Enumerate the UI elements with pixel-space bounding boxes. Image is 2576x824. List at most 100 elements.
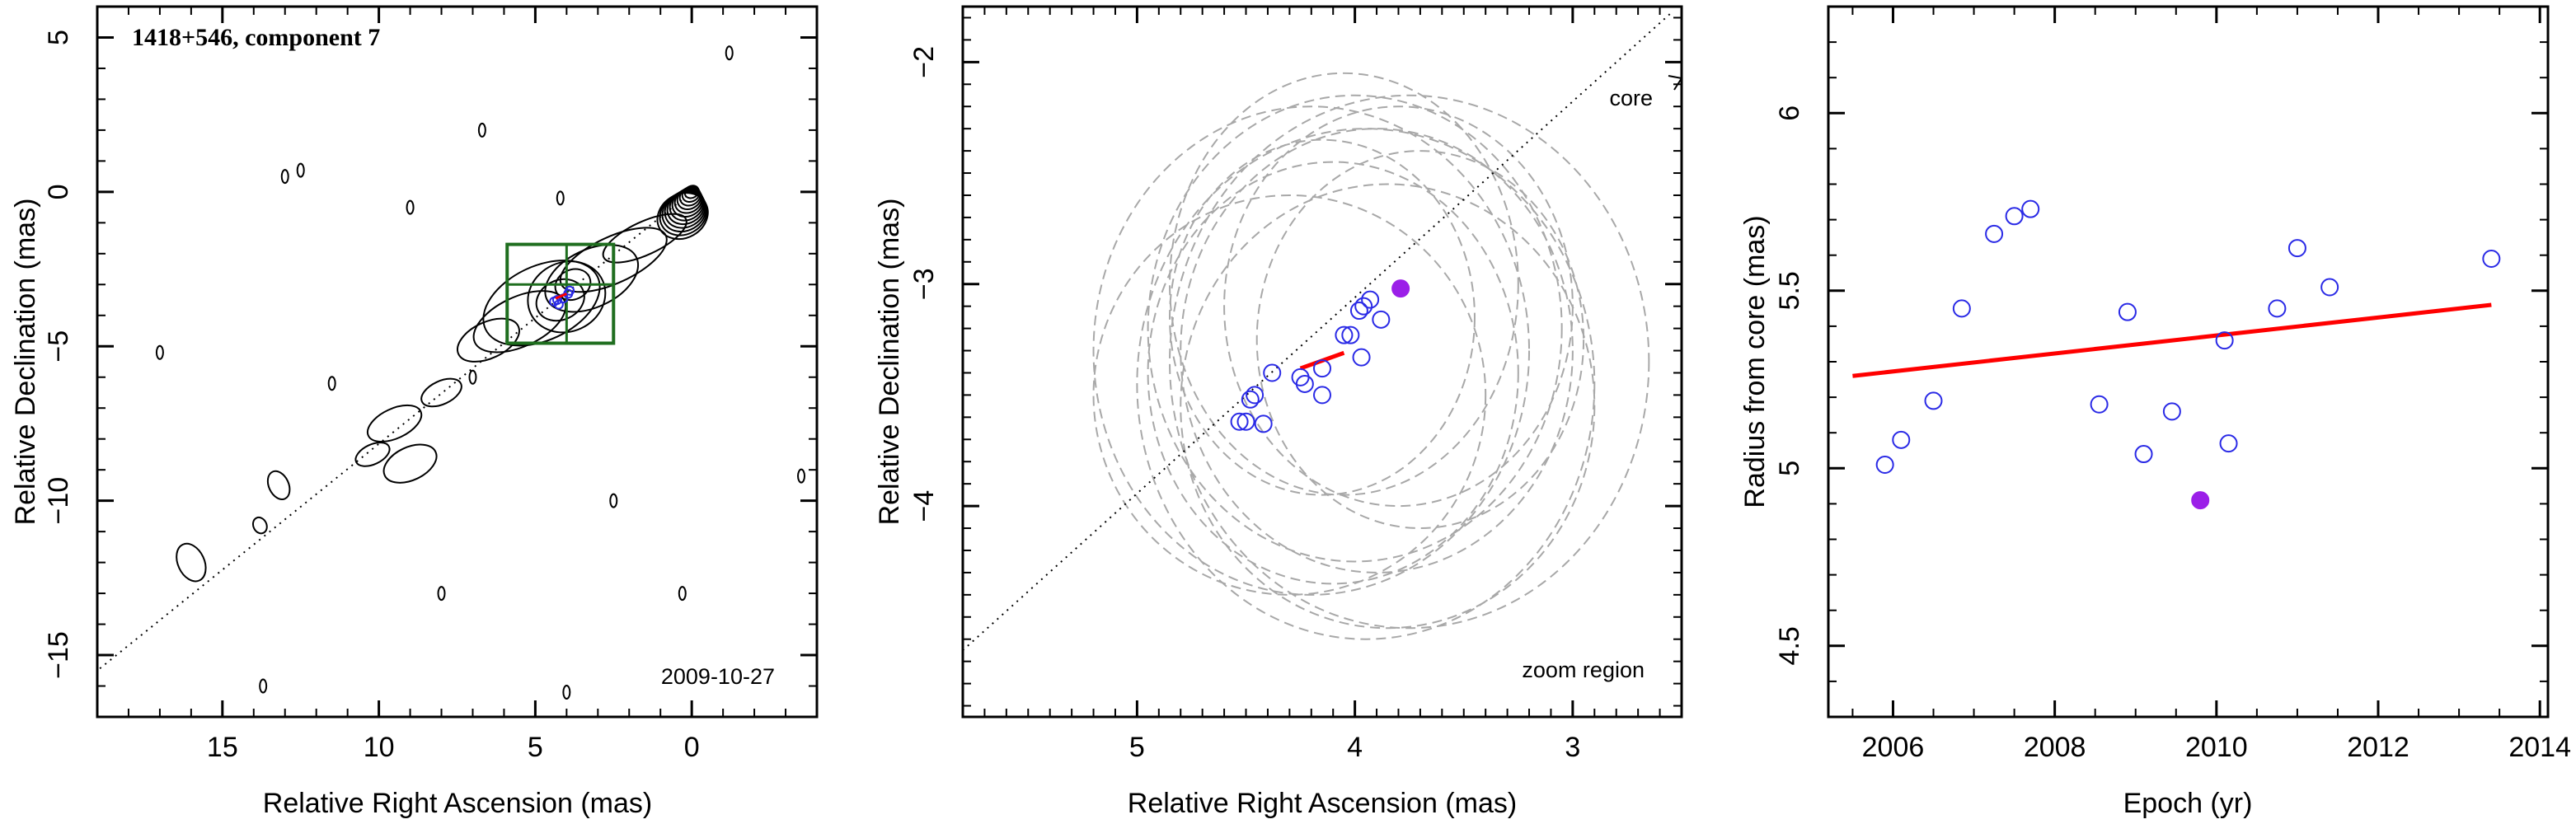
- y-tick-label: 5: [1774, 461, 1805, 476]
- jet-contour: [535, 278, 585, 322]
- error-ellipse: [1180, 183, 1596, 630]
- noise-contour: [406, 199, 415, 215]
- radius-point: [1952, 299, 1971, 318]
- position-point: [1246, 386, 1265, 405]
- y-tick-label: 0: [43, 184, 74, 199]
- error-ellipse: [1255, 150, 1585, 530]
- component-marker: [551, 295, 562, 306]
- x-tick-label: 0: [684, 732, 700, 763]
- noise-contour: [678, 586, 687, 602]
- y-tick-label: −5: [43, 330, 74, 363]
- noise-contour: [562, 685, 571, 700]
- x-tick-label: 5: [1129, 732, 1145, 763]
- radius-point: [2268, 299, 2287, 318]
- right-plot-frame: [1827, 5, 2550, 719]
- highlighted-epoch-point: [1391, 279, 1410, 298]
- x-tick-label: 2006: [1862, 732, 1925, 763]
- right-x-axis-title: Epoch (yr): [2123, 788, 2253, 819]
- component-markers: [549, 285, 575, 310]
- error-ellipse: [1169, 138, 1476, 496]
- position-point: [1263, 363, 1282, 382]
- component-marker: [565, 285, 575, 296]
- position-point: [1313, 359, 1331, 378]
- x-tick-label: 2008: [2024, 732, 2086, 763]
- radius-point: [2118, 302, 2137, 321]
- error-ellipse: [1169, 94, 1650, 630]
- middle-panel: core zoom region 5 4 3 −2 −3 −4 Relative Rig…: [874, 5, 1683, 819]
- error-ellipse: [1147, 161, 1519, 585]
- radio-contour-map: [155, 45, 806, 700]
- noise-contour: [327, 376, 336, 391]
- position-point: [1230, 412, 1249, 431]
- y-tick-label: −2: [908, 46, 940, 78]
- highlighted-epoch-point: [2191, 491, 2210, 510]
- right-x-axis: 2006 2008 2010 2012 2014: [1828, 6, 2571, 763]
- noise-contour: [296, 162, 305, 178]
- y-tick-label: −4: [908, 490, 940, 522]
- position-point: [1341, 325, 1360, 344]
- x-tick-label: 3: [1565, 732, 1580, 763]
- position-point: [1335, 325, 1354, 344]
- position-point: [1354, 297, 1373, 316]
- zoom-region-label: zoom region: [1522, 658, 1645, 682]
- error-ellipse: [1180, 128, 1574, 574]
- jet-contour: [457, 317, 520, 363]
- noise-contour: [797, 468, 806, 484]
- noise-contour: [725, 45, 734, 61]
- right-panel: 2006 2008 2010 2012 2014 4.5 5 5.5 6 Epoch (yr)…: [1739, 5, 2571, 819]
- jet-contour: [420, 377, 462, 408]
- y-tick-label: −15: [43, 631, 74, 679]
- right-y-axis-title: Radius from core (mas): [1739, 215, 1771, 508]
- y-tick-label: 5: [43, 30, 74, 45]
- middle-y-axis: −2 −3 −4: [908, 46, 1682, 522]
- position-point: [1236, 412, 1255, 431]
- left-date-label: 2009-10-27: [661, 664, 775, 689]
- error-ellipse: [1136, 128, 1596, 640]
- y-tick-label: 5.5: [1774, 271, 1805, 310]
- jet-direction-line: [963, 12, 1672, 651]
- x-tick-label: 2012: [2347, 732, 2409, 763]
- error-ellipse: [1092, 105, 1531, 596]
- jet-contour: [354, 442, 391, 467]
- noise-contour: [556, 190, 565, 206]
- y-tick-label: −3: [908, 268, 940, 300]
- radius-point: [2482, 250, 2501, 269]
- error-ellipse: [1223, 105, 1574, 508]
- y-tick-label: 6: [1774, 105, 1805, 121]
- radius-point: [2134, 445, 2153, 464]
- component-fit-segment: [555, 293, 567, 300]
- radius-point: [1924, 391, 1943, 410]
- radius-point: [1892, 430, 1911, 449]
- noise-contour: [155, 344, 164, 360]
- left-x-axis: 15 10 5 0: [96, 6, 818, 763]
- left-plot-frame: [96, 5, 819, 719]
- radius-point: [2320, 278, 2339, 297]
- left-x-axis-title: Relative Right Ascension (mas): [263, 788, 652, 819]
- middle-x-axis-title: Relative Right Ascension (mas): [1128, 788, 1517, 819]
- x-tick-label: 15: [207, 732, 238, 763]
- position-point: [1241, 390, 1260, 409]
- radius-point: [1875, 455, 1894, 474]
- radius-point: [2090, 395, 2109, 414]
- jet-contour: [472, 290, 567, 353]
- x-tick-label: 2010: [2185, 732, 2248, 763]
- core-arrow-icon: [1668, 75, 1683, 91]
- x-tick-label: 4: [1347, 732, 1363, 763]
- radius-point: [2021, 199, 2040, 218]
- jet-direction-line: [97, 191, 692, 672]
- middle-y-axis-title: Relative Declination (mas): [874, 199, 905, 526]
- error-ellipse: [1147, 94, 1563, 563]
- error-ellipse: [1169, 72, 1519, 496]
- position-point: [1291, 368, 1310, 386]
- position-point: [1361, 290, 1380, 309]
- left-y-axis: 5 0 −5 −10 −15: [43, 30, 817, 679]
- jet-contour: [176, 542, 207, 583]
- noise-contour: [477, 122, 486, 138]
- zoom-box-outline: [505, 242, 616, 345]
- fit-line: [1852, 302, 2492, 378]
- position-point: [1352, 348, 1371, 367]
- y-tick-label: −10: [43, 477, 74, 525]
- radius-point: [1985, 224, 2004, 243]
- jet-contour: [527, 260, 607, 334]
